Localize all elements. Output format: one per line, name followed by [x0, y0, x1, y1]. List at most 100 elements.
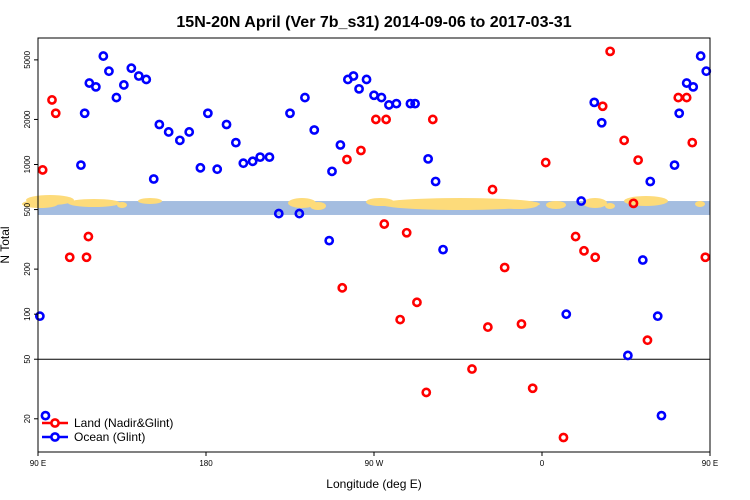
- land-point: [633, 155, 644, 165]
- map-land: [288, 198, 316, 208]
- ocean-point: [300, 92, 310, 103]
- x-tick-label: 90 E: [702, 459, 718, 468]
- ocean-point: [133, 71, 144, 81]
- ocean-point: [674, 108, 685, 119]
- x-tick-label: 0: [540, 459, 545, 468]
- ocean-point: [354, 83, 364, 94]
- ocean-point: [285, 108, 295, 119]
- land-point: [381, 114, 392, 125]
- ocean-point: [361, 74, 372, 85]
- ocean-point: [622, 350, 633, 361]
- land-point: [427, 114, 438, 125]
- land-point: [81, 252, 92, 263]
- land-point: [579, 245, 589, 256]
- ocean-point: [98, 51, 109, 61]
- ocean-point: [410, 98, 420, 109]
- land-point: [342, 154, 352, 165]
- ocean-point: [335, 140, 346, 150]
- ocean-point: [141, 74, 152, 85]
- land-point: [50, 108, 61, 119]
- land-point: [499, 262, 510, 273]
- legend-label: Land (Nadir&Glint): [74, 416, 173, 430]
- ocean-point: [576, 196, 587, 206]
- ocean-point: [104, 66, 114, 77]
- land-point: [37, 165, 48, 175]
- land-point: [401, 227, 412, 238]
- ocean-point: [40, 410, 51, 421]
- map-land: [624, 196, 668, 206]
- map-land: [605, 203, 615, 209]
- map-land: [22, 200, 58, 208]
- land-point: [370, 114, 381, 125]
- land-point: [482, 322, 493, 332]
- ocean-point: [118, 80, 129, 90]
- ocean-point: [405, 98, 416, 109]
- ocean-point: [255, 152, 266, 163]
- ocean-point: [656, 410, 667, 421]
- ocean-point: [79, 108, 90, 119]
- chart-title: 15N-20N April (Ver 7b_s31) 2014-09-06 to…: [176, 14, 571, 31]
- y-tick-label: 50: [23, 354, 32, 363]
- legend-label: Ocean (Glint): [74, 430, 145, 444]
- ocean-point: [212, 164, 223, 175]
- y-tick-label: 1000: [23, 155, 32, 173]
- land-point: [516, 319, 527, 329]
- land-point: [356, 145, 366, 156]
- legend: Land (Nadir&Glint)Ocean (Glint): [42, 416, 173, 444]
- ocean-point: [589, 97, 600, 108]
- ocean-point: [184, 127, 195, 137]
- land-point: [687, 137, 698, 148]
- ocean-point: [430, 176, 441, 187]
- ocean-point: [596, 117, 607, 128]
- ocean-point: [669, 160, 680, 171]
- map-ocean: [38, 201, 710, 215]
- ocean-point: [238, 158, 249, 169]
- land-point: [700, 252, 711, 263]
- map-land: [138, 198, 162, 204]
- map-land: [546, 201, 566, 209]
- x-tick-label: 90 E: [30, 459, 46, 468]
- ocean-point: [34, 311, 45, 322]
- ocean-point: [247, 156, 258, 167]
- ocean-point: [309, 125, 320, 135]
- land-point: [64, 252, 75, 263]
- x-axis: 90 E 180 90 W 0 90 E: [30, 452, 718, 468]
- x-tick-label: 180: [199, 459, 213, 468]
- land-point: [558, 432, 569, 443]
- ocean-point: [561, 309, 572, 320]
- map-land: [695, 201, 705, 207]
- map-land: [380, 198, 540, 210]
- ocean-point: [90, 81, 101, 92]
- ocean-point: [195, 162, 206, 173]
- y-tick-label: 200: [23, 262, 32, 276]
- land-point: [412, 297, 422, 308]
- ocean-point: [327, 166, 337, 177]
- ocean-point: [438, 244, 448, 255]
- ocean-point: [376, 92, 387, 103]
- land-point: [467, 364, 477, 374]
- map-land: [583, 198, 607, 208]
- map-land: [68, 199, 120, 207]
- ocean-point: [348, 71, 359, 81]
- land-point: [628, 198, 639, 209]
- ocean-point: [221, 119, 232, 130]
- y-tick-label: 100: [23, 307, 32, 321]
- land-point: [597, 101, 608, 112]
- map-land: [117, 202, 127, 208]
- ocean-point: [637, 255, 648, 265]
- data-points: [34, 46, 712, 443]
- y-axis: 20 50 100 200 500 1000 2000 5000: [23, 50, 38, 423]
- legend-marker: [50, 418, 60, 428]
- land-point: [540, 157, 551, 168]
- land-point: [487, 184, 498, 195]
- ocean-point: [324, 235, 335, 246]
- land-point: [47, 95, 57, 105]
- land-point: [570, 231, 581, 242]
- ocean-point: [202, 108, 213, 119]
- land-point: [379, 219, 390, 229]
- ocean-point: [174, 135, 185, 146]
- ocean-point: [154, 119, 165, 130]
- ocean-point: [230, 137, 241, 148]
